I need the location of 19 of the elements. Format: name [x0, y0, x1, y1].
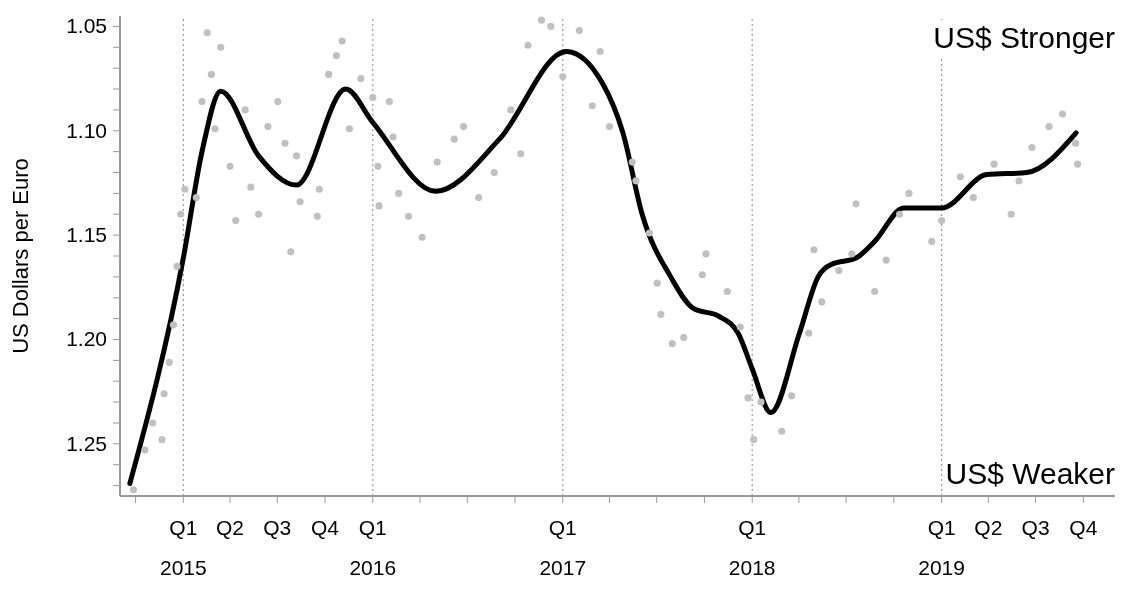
x-tick-label: Q1 2017 — [539, 516, 587, 579]
annotation: US$ Stronger — [931, 20, 1117, 56]
x-tick-label: Q3 — [1021, 516, 1050, 539]
x-tick-label: Q4 — [1069, 516, 1098, 539]
y-axis-title: US Dollars per Euro — [7, 158, 33, 354]
x-tick-label: Q1 2018 — [728, 516, 776, 579]
y-tick-label: 1.20 — [66, 327, 107, 351]
x-tick-label: Q2 — [974, 516, 1003, 539]
y-tick-label: 1.15 — [66, 223, 107, 247]
annotation: US$ Weaker — [943, 456, 1117, 492]
x-tick-label: Q1 2015 — [159, 516, 207, 579]
x-tick-label: Q3 — [263, 516, 292, 539]
x-tick-label: Q1 2019 — [918, 516, 965, 579]
x-tick-label: Q2 — [216, 516, 245, 539]
x-tick-label: Q4 — [311, 516, 340, 539]
y-tick-label: 1.05 — [66, 14, 107, 38]
y-tick-label: 1.25 — [66, 431, 107, 455]
x-tick-label: Q1 2016 — [349, 516, 397, 579]
y-tick-label: 1.10 — [66, 118, 107, 142]
